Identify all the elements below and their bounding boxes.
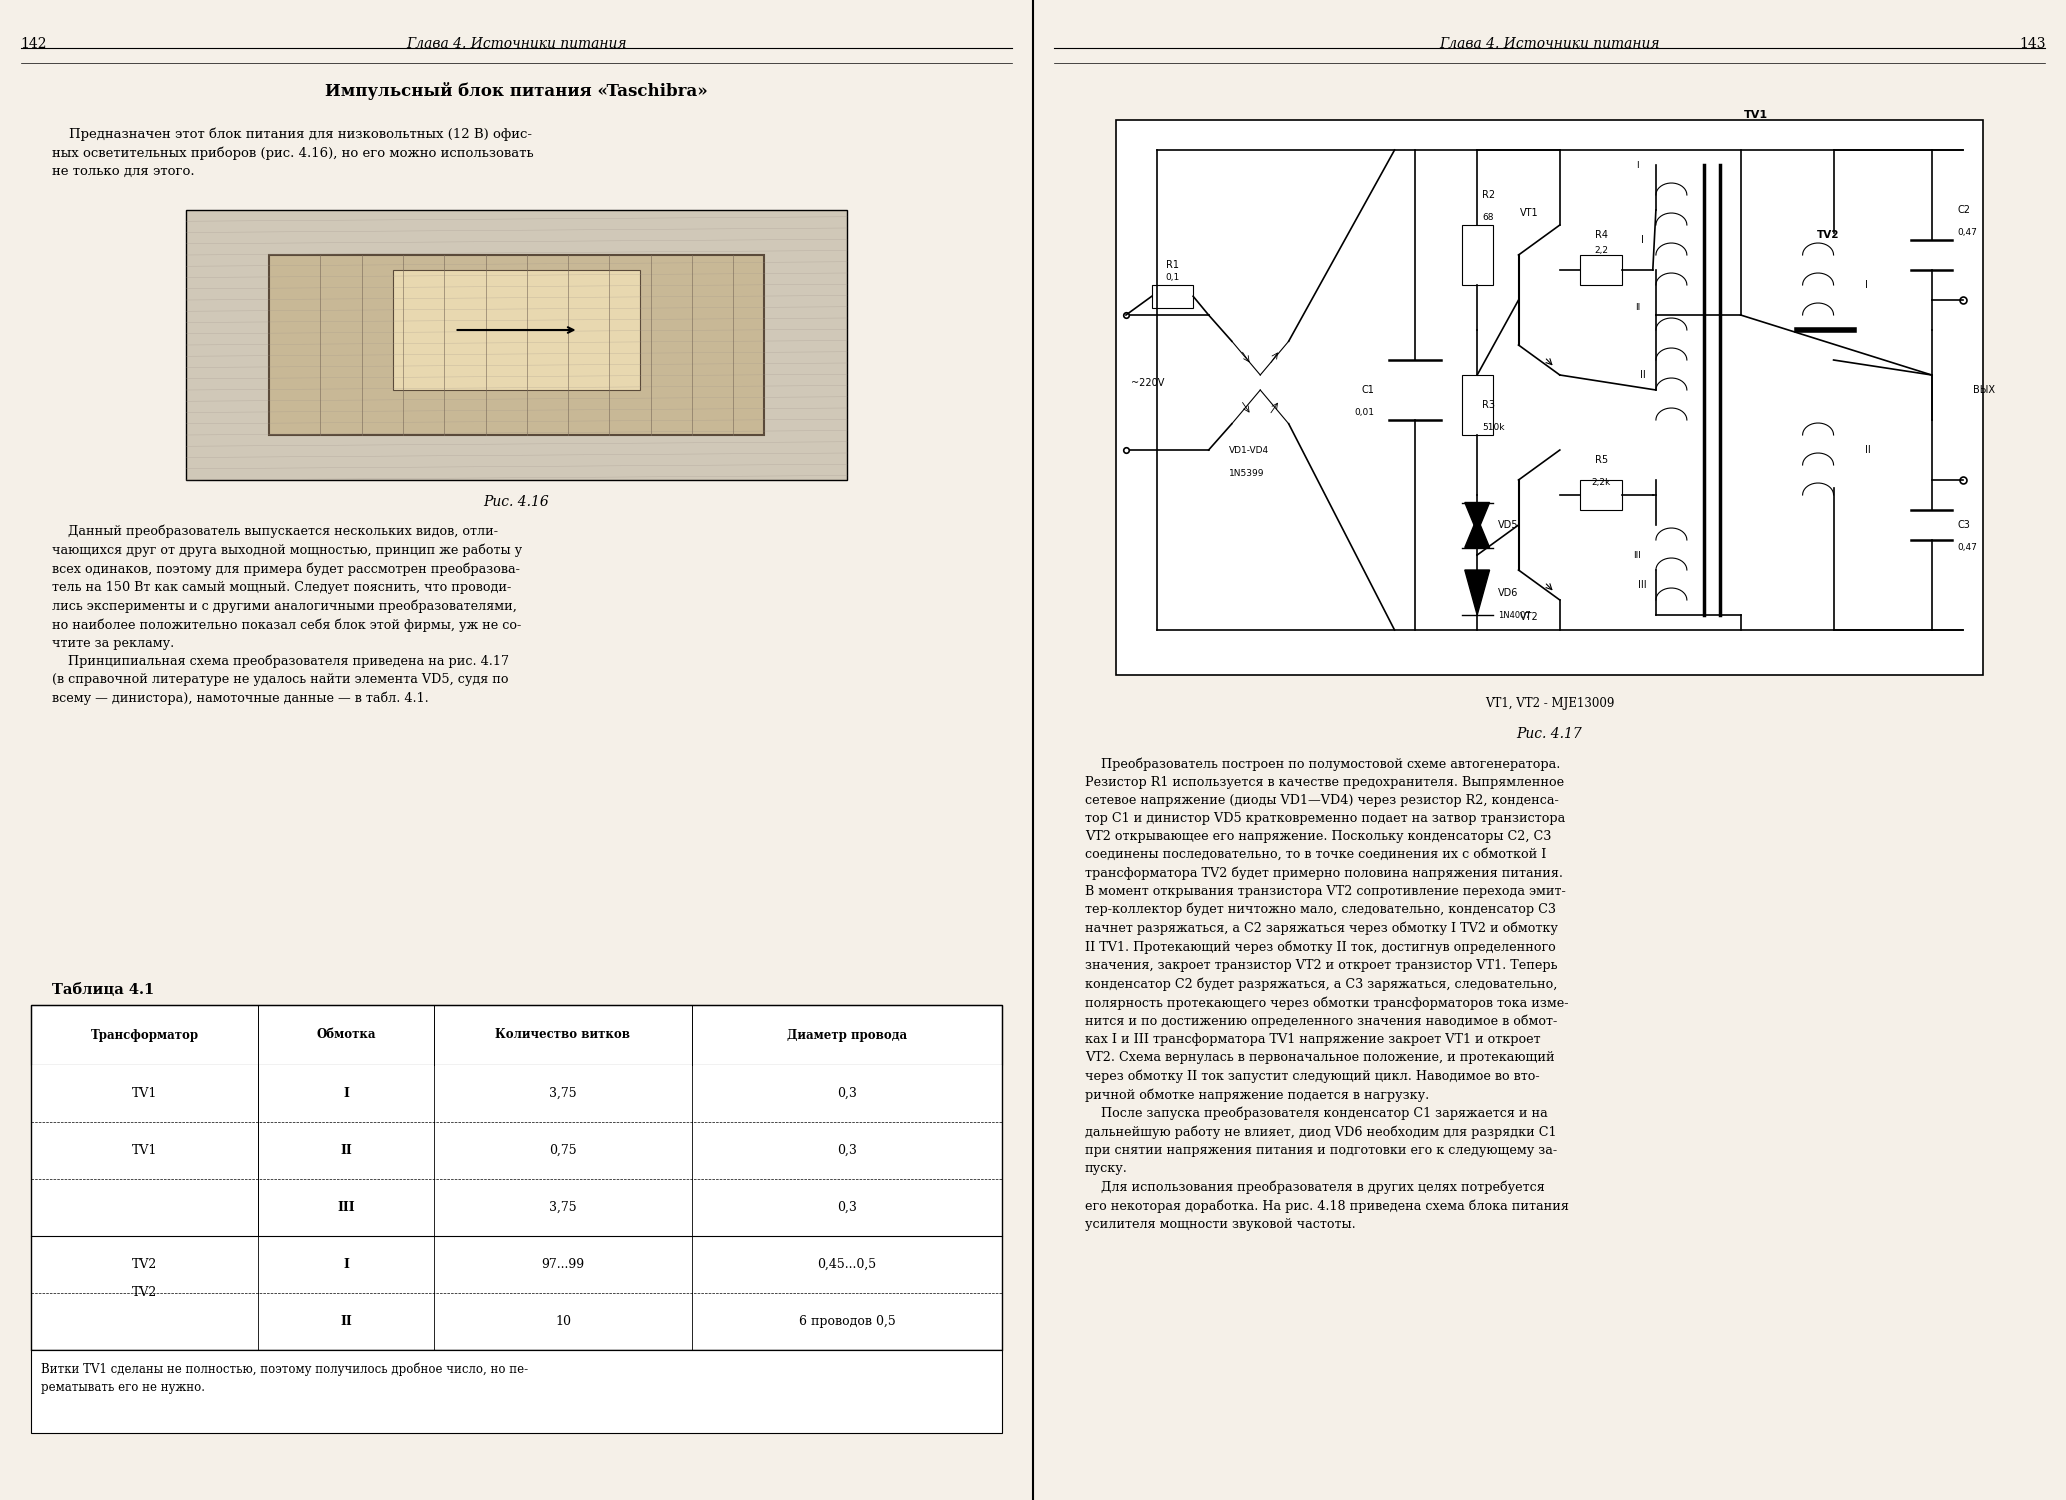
Bar bbox=[31, 1065, 1002, 1122]
Text: TV1: TV1 bbox=[1744, 110, 1768, 120]
Text: 510k: 510k bbox=[1483, 423, 1504, 432]
Bar bbox=[269, 255, 764, 435]
Bar bbox=[31, 1005, 1002, 1350]
Bar bbox=[31, 1122, 1002, 1179]
Text: 68: 68 bbox=[1483, 213, 1494, 222]
Text: 0,1: 0,1 bbox=[1165, 273, 1180, 282]
Text: II: II bbox=[341, 1316, 351, 1328]
Text: VT1, VT2 - MJE13009: VT1, VT2 - MJE13009 bbox=[1485, 698, 1614, 711]
Text: VD5: VD5 bbox=[1498, 520, 1519, 530]
Bar bbox=[1116, 120, 1983, 675]
Text: R3: R3 bbox=[1483, 400, 1496, 410]
Text: II: II bbox=[341, 1144, 351, 1156]
Text: ВЫХ: ВЫХ bbox=[1973, 386, 1996, 394]
Text: VT2: VT2 bbox=[1519, 612, 1539, 622]
Text: 10: 10 bbox=[556, 1316, 570, 1328]
Text: III: III bbox=[1638, 580, 1647, 590]
Text: 3,75: 3,75 bbox=[550, 1202, 576, 1214]
Text: Рис. 4.16: Рис. 4.16 bbox=[483, 495, 550, 508]
Text: 0,3: 0,3 bbox=[837, 1144, 857, 1156]
Text: TV1: TV1 bbox=[132, 1144, 157, 1156]
Text: 0,3: 0,3 bbox=[837, 1088, 857, 1100]
Bar bbox=[186, 210, 847, 480]
Text: I: I bbox=[343, 1088, 349, 1100]
Text: Обмотка: Обмотка bbox=[316, 1029, 376, 1041]
Text: 1N4007: 1N4007 bbox=[1498, 610, 1531, 620]
Text: VD6: VD6 bbox=[1498, 588, 1519, 597]
Bar bbox=[1153, 285, 1194, 308]
Text: Импульсный блок питания «Taschibra»: Импульсный блок питания «Taschibra» bbox=[324, 82, 709, 100]
Text: TV2: TV2 bbox=[132, 1287, 157, 1299]
Bar bbox=[1463, 225, 1492, 285]
Text: 2,2k: 2,2k bbox=[1591, 478, 1611, 488]
Text: C1: C1 bbox=[1361, 386, 1374, 394]
Text: 0,3: 0,3 bbox=[837, 1202, 857, 1214]
Text: 2,2: 2,2 bbox=[1595, 246, 1607, 255]
Bar bbox=[1463, 375, 1492, 435]
Text: I: I bbox=[1636, 160, 1638, 170]
Text: Диаметр провода: Диаметр провода bbox=[787, 1029, 907, 1041]
Bar bbox=[1580, 255, 1622, 285]
Text: 143: 143 bbox=[2018, 38, 2045, 51]
Text: III: III bbox=[1634, 550, 1640, 560]
Bar bbox=[31, 1005, 1002, 1065]
Text: C3: C3 bbox=[1959, 520, 1971, 530]
Text: ~220V: ~220V bbox=[1132, 378, 1165, 387]
Bar bbox=[31, 1236, 1002, 1293]
Text: 3,75: 3,75 bbox=[550, 1088, 576, 1100]
Text: TV2: TV2 bbox=[132, 1258, 157, 1270]
Text: Глава 4. Источники питания: Глава 4. Источники питания bbox=[407, 38, 626, 51]
Text: VD1-VD4: VD1-VD4 bbox=[1229, 447, 1269, 456]
Text: I: I bbox=[343, 1258, 349, 1270]
Text: Трансформатор: Трансформатор bbox=[91, 1029, 198, 1041]
Text: I: I bbox=[1640, 236, 1645, 244]
Text: 1N5399: 1N5399 bbox=[1229, 468, 1264, 477]
Text: R1: R1 bbox=[1165, 260, 1180, 270]
Text: II: II bbox=[1866, 446, 1870, 454]
Text: 0,47: 0,47 bbox=[1959, 543, 1977, 552]
Text: II: II bbox=[1634, 303, 1640, 312]
Text: III: III bbox=[337, 1202, 355, 1214]
Bar bbox=[31, 1350, 1002, 1432]
Text: 0,01: 0,01 bbox=[1353, 408, 1374, 417]
Text: Витки TV1 сделаны не полностью, поэтому получилось дробное число, но пе-
рематыв: Витки TV1 сделаны не полностью, поэтому … bbox=[41, 1362, 529, 1394]
Text: 142: 142 bbox=[21, 38, 48, 51]
Text: Таблица 4.1: Таблица 4.1 bbox=[52, 982, 153, 996]
Text: Данный преобразователь выпускается нескольких видов, отли-
чающихся друг от друг: Данный преобразователь выпускается неско… bbox=[52, 525, 523, 705]
Text: Преобразователь построен по полумостовой схеме автогенератора.
Резистор R1 испол: Преобразователь построен по полумостовой… bbox=[1085, 758, 1568, 1230]
Text: 0,75: 0,75 bbox=[550, 1144, 576, 1156]
Text: TV2: TV2 bbox=[1818, 230, 1839, 240]
Text: Рис. 4.17: Рис. 4.17 bbox=[1516, 728, 1583, 741]
Text: Количество витков: Количество витков bbox=[496, 1029, 630, 1041]
Text: 0,45...0,5: 0,45...0,5 bbox=[818, 1258, 876, 1270]
Text: C2: C2 bbox=[1959, 206, 1971, 214]
Text: R5: R5 bbox=[1595, 454, 1607, 465]
Text: 97...99: 97...99 bbox=[541, 1258, 585, 1270]
Text: 6 проводов 0,5: 6 проводов 0,5 bbox=[800, 1316, 895, 1328]
Text: R2: R2 bbox=[1483, 190, 1496, 200]
Text: Предназначен этот блок питания для низковольтных (12 В) офис-
ных осветительных : Предназначен этот блок питания для низко… bbox=[52, 128, 533, 178]
Polygon shape bbox=[1465, 518, 1490, 548]
Text: R4: R4 bbox=[1595, 230, 1607, 240]
Text: Глава 4. Источники питания: Глава 4. Источники питания bbox=[1440, 38, 1659, 51]
Polygon shape bbox=[1465, 570, 1490, 615]
Bar bbox=[31, 1293, 1002, 1350]
Bar bbox=[31, 1179, 1002, 1236]
Text: VT1: VT1 bbox=[1519, 207, 1539, 218]
Text: TV1: TV1 bbox=[132, 1088, 157, 1100]
Bar bbox=[393, 270, 640, 390]
Text: I: I bbox=[1866, 280, 1868, 290]
Bar bbox=[1580, 480, 1622, 510]
Text: 0,47: 0,47 bbox=[1959, 228, 1977, 237]
Text: II: II bbox=[1640, 370, 1645, 380]
Polygon shape bbox=[1465, 503, 1490, 532]
